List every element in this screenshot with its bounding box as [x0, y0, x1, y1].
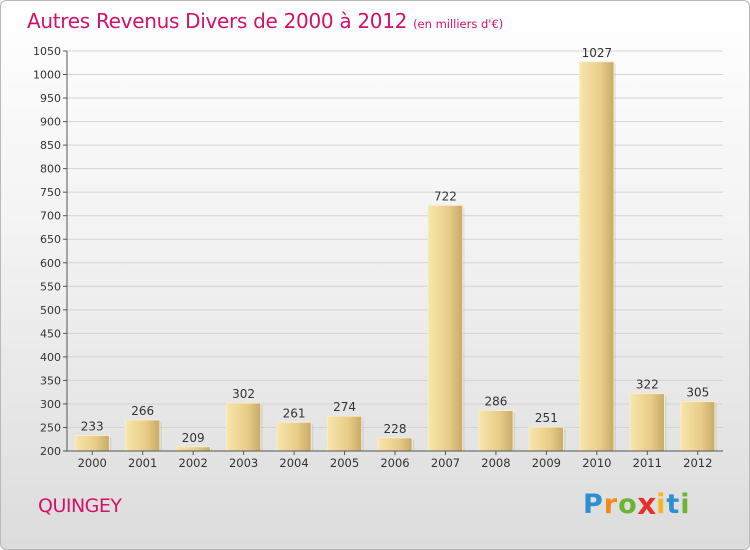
y-tick-label: 550 — [40, 280, 61, 293]
x-tick-label: 2000 — [78, 456, 107, 470]
commune-name: QUINGEY — [38, 495, 122, 517]
logo-letter: o — [618, 489, 638, 520]
data-label: 305 — [686, 386, 709, 400]
y-tick-label: 400 — [40, 351, 61, 364]
y-tick-label: 300 — [40, 398, 61, 411]
chart-subtitle: (en milliers d'€) — [413, 17, 504, 31]
logo-letter: i — [680, 489, 691, 520]
bar — [276, 421, 312, 452]
x-tick-label: 2008 — [481, 456, 510, 470]
bar — [377, 437, 413, 452]
title-text: Autres Revenus Divers de 2000 à 2012 — [27, 9, 408, 33]
data-label: 722 — [434, 189, 457, 203]
data-label: 274 — [333, 400, 356, 414]
x-tick-label: 2011 — [633, 456, 662, 470]
data-label: 251 — [535, 411, 558, 425]
bar — [326, 415, 363, 452]
y-tick-label: 950 — [40, 92, 61, 105]
x-tick-label: 2002 — [179, 456, 208, 470]
y-tick-label: 1050 — [33, 45, 61, 58]
grid-lines — [67, 50, 723, 452]
logo-letter: r — [603, 489, 619, 520]
y-tick-label: 1000 — [33, 69, 61, 82]
bar — [528, 426, 565, 452]
bar — [579, 61, 615, 452]
bar — [478, 410, 514, 452]
bar — [125, 419, 161, 452]
data-label: 322 — [636, 378, 659, 392]
x-tick-label: 2007 — [431, 456, 460, 470]
y-tick-label: 650 — [40, 233, 61, 246]
data-label: 1027 — [582, 46, 613, 60]
data-label: 302 — [232, 387, 255, 401]
bar — [680, 401, 716, 452]
y-tick-label: 500 — [40, 304, 61, 317]
bar — [74, 434, 110, 452]
x-tick-label: 2006 — [380, 456, 409, 470]
data-label: 286 — [484, 395, 507, 409]
y-tick-label: 350 — [40, 374, 61, 387]
y-tick-label: 450 — [40, 327, 61, 340]
data-label: 209 — [182, 431, 205, 445]
y-tick-label: 200 — [40, 445, 61, 458]
y-tick-label: 250 — [40, 421, 61, 434]
data-label: 233 — [81, 419, 104, 433]
logo-letter: P — [583, 489, 604, 520]
y-tick-label: 900 — [40, 116, 61, 129]
data-label: 228 — [384, 422, 407, 436]
bar — [427, 204, 464, 452]
proxiti-logo: Proxiti — [583, 487, 691, 522]
y-tick-label: 700 — [40, 210, 61, 223]
logo-letter: i — [656, 489, 667, 520]
bars: 233 266 209 302 261 274 228 722 286 251 1027 322 305 — [74, 46, 717, 452]
bar — [225, 402, 262, 452]
x-tick-label: 2001 — [128, 456, 157, 470]
bar — [175, 446, 211, 452]
y-tick-label: 850 — [40, 139, 61, 152]
chart-title: Autres Revenus Divers de 2000 à 2012 (en … — [27, 9, 503, 33]
x-tick-label: 2012 — [683, 456, 712, 470]
bar — [629, 393, 665, 452]
y-tick-label: 800 — [40, 163, 61, 176]
x-tick-label: 2005 — [330, 456, 359, 470]
data-label: 261 — [283, 406, 306, 420]
x-tick-label: 2009 — [532, 456, 561, 470]
x-tick-label: 2004 — [279, 456, 308, 470]
axes: 200 250 300 350 400 450 500 550 600 650 700 750 800 8… — [33, 45, 723, 470]
logo-letter: t — [666, 489, 681, 520]
x-tick-label: 2010 — [582, 456, 611, 470]
logo-letter: x — [636, 487, 658, 522]
y-tick-label: 750 — [40, 186, 61, 199]
x-tick-label: 2003 — [229, 456, 258, 470]
data-label: 266 — [131, 404, 154, 418]
y-tick-label: 600 — [40, 257, 61, 270]
